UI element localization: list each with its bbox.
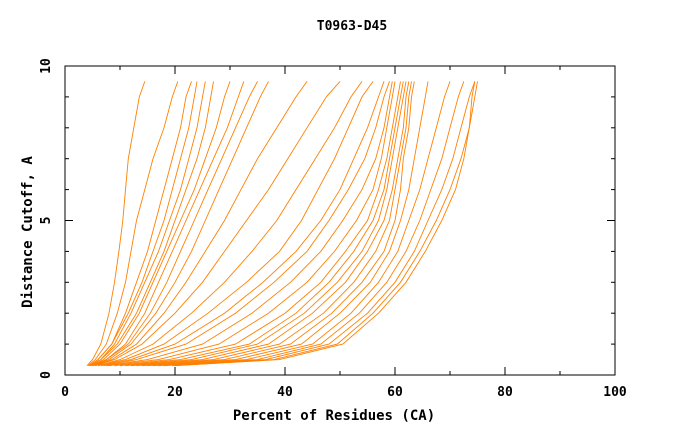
series-line-model-26: [152, 81, 451, 367]
series-line-model-02: [87, 81, 179, 367]
series-line-model-15: [100, 81, 385, 367]
series-line-model-11: [95, 81, 308, 367]
x-tick-labels: 0 20 40 60 80 100: [61, 385, 627, 400]
series-line-model-13: [97, 81, 363, 367]
y-tick-label: 5: [39, 217, 54, 225]
series-line-model-07: [91, 81, 231, 367]
x-tick-label: 100: [603, 385, 627, 400]
x-tick-label: 0: [61, 385, 69, 400]
series-line-model-29: [172, 81, 478, 367]
series-line-model-14: [97, 81, 374, 367]
series-line-model-06: [90, 81, 214, 367]
series-line-model-19: [114, 81, 401, 367]
series-line-model-08: [92, 81, 245, 367]
y-tick-labels: 0 5 10: [39, 58, 54, 379]
series-line-model-05: [89, 81, 206, 367]
series-line-model-24: [141, 81, 415, 367]
series-line-model-04: [89, 81, 198, 367]
series-line-model-23: [136, 81, 412, 367]
series-line-model-27: [158, 81, 465, 367]
series-line-model-12: [95, 81, 341, 367]
chart-title: T0963-D45: [317, 19, 387, 34]
series-line-model-18: [108, 81, 396, 367]
x-tick-label: 60: [387, 385, 403, 400]
series-line-model-16: [103, 81, 390, 367]
series-line-model-25: [147, 81, 429, 367]
x-axis-title: Percent of Residues (CA): [233, 408, 435, 424]
series-line-model-09: [92, 81, 258, 367]
series-line-model-30: [174, 81, 476, 367]
series-line-model-17: [106, 81, 393, 367]
series-line-model-20: [119, 81, 404, 367]
series-layer: [86, 81, 478, 367]
series-line-model-03: [88, 81, 192, 367]
series-line-model-10: [93, 81, 269, 367]
series-line-model-21: [125, 81, 407, 367]
series-line-model-22: [130, 81, 410, 367]
x-tick-label: 80: [497, 385, 513, 400]
y-axis-title: Distance Cutoff, A: [20, 156, 36, 308]
y-tick-label: 10: [39, 58, 54, 74]
series-line-model-01: [86, 81, 146, 367]
ticks-layer: [64, 65, 616, 376]
series-line-model-28: [163, 81, 476, 367]
x-tick-label: 40: [277, 385, 293, 400]
x-tick-label: 20: [167, 385, 183, 400]
y-tick-label: 0: [39, 371, 54, 379]
